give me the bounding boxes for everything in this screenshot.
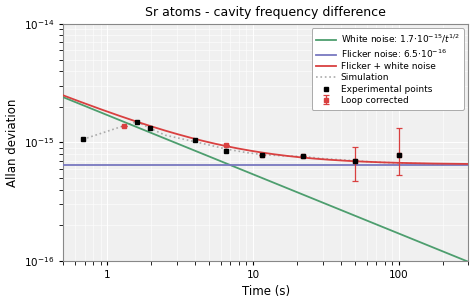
Flicker + white noise [331,158,337,162]
Simulation [121,124,127,128]
Flicker noise: $6.5{\cdot}10^{-16}$: (8.78, 6.5e-16): $6.5{\cdot}10^{-16}$: (8.78, 6.5e-16) [242,163,247,166]
Flicker + white noise [470,162,474,166]
Experimental points [192,138,198,142]
Flicker noise: $6.5{\cdot}10^{-16}$: (63.2, 6.5e-16): $6.5{\cdot}10^{-16}$: (63.2, 6.5e-16) [367,163,373,166]
Simulation [320,157,326,161]
White noise: $1.7{\cdot}10^{-15}/t^{1/2}$: (1.44, 1.42e-15): $1.7{\cdot}10^{-15}/t^{1/2}$: (1.44, 1.4… [128,123,133,126]
Simulation [422,162,428,166]
Flicker noise: $6.5{\cdot}10^{-16}$: (2.43, 6.5e-16): $6.5{\cdot}10^{-16}$: (2.43, 6.5e-16) [161,163,166,166]
Simulation [259,153,265,156]
Title: Sr atoms - cavity frequency difference: Sr atoms - cavity frequency difference [146,5,386,19]
Simulation [280,154,286,158]
Simulation [80,137,86,141]
White noise: $1.7{\cdot}10^{-15}/t^{1/2}$: (63.2, 2.14e-16): $1.7{\cdot}10^{-15}/t^{1/2}$: (63.2, 2.1… [367,220,373,223]
White noise: $1.7{\cdot}10^{-15}/t^{1/2}$: (0.45, 2.53e-15): $1.7{\cdot}10^{-15}/t^{1/2}$: (0.45, 2.5… [54,93,60,96]
White noise: $1.7{\cdot}10^{-15}/t^{1/2}$: (2.43, 1.09e-15): $1.7{\cdot}10^{-15}/t^{1/2}$: (2.43, 1.0… [161,136,166,140]
Experimental points [80,137,86,141]
X-axis label: Time (s): Time (s) [242,285,290,299]
Simulation [374,161,379,164]
Experimental points [146,126,152,130]
Line: White noise: $1.7{\cdot}10^{-15}/t^{1/2}$: White noise: $1.7{\cdot}10^{-15}/t^{1/2}… [57,95,473,264]
Experimental points [259,153,265,156]
Simulation [223,147,228,151]
Simulation [146,126,152,130]
Simulation [300,155,306,158]
Simulation [352,159,358,163]
Line: Flicker + white noise: Flicker + white noise [57,93,473,164]
Simulation [206,143,212,147]
White noise: $1.7{\cdot}10^{-15}/t^{1/2}$: (36.1, 2.83e-16): $1.7{\cdot}10^{-15}/t^{1/2}$: (36.1, 2.8… [331,206,337,209]
Flicker + white noise [54,91,60,95]
Simulation [163,133,168,137]
Line: Simulation: Simulation [83,122,443,164]
Flicker + white noise [242,148,247,151]
Simulation [244,151,249,154]
Flicker + white noise [161,128,166,132]
Flicker noise: $6.5{\cdot}10^{-16}$: (21.6, 6.5e-16): $6.5{\cdot}10^{-16}$: (21.6, 6.5e-16) [299,163,305,166]
Experimental points [134,120,140,123]
Simulation [134,120,140,123]
Experimental points [300,155,306,158]
Flicker noise: $6.5{\cdot}10^{-16}$: (320, 6.5e-16): $6.5{\cdot}10^{-16}$: (320, 6.5e-16) [470,163,474,166]
Y-axis label: Allan deviation: Allan deviation [6,98,18,187]
White noise: $1.7{\cdot}10^{-15}/t^{1/2}$: (320, 9.5e-17): $1.7{\cdot}10^{-15}/t^{1/2}$: (320, 9.5e… [470,262,474,265]
Simulation [396,161,402,165]
Legend: White noise: $1.7{\cdot}10^{-15}/t^{1/2}$, Flicker noise: $6.5{\cdot}10^{-16}$, : White noise: $1.7{\cdot}10^{-15}/t^{1/2}… [311,28,464,109]
Flicker + white noise [128,118,133,121]
Flicker + white noise [299,156,305,159]
Flicker noise: $6.5{\cdot}10^{-16}$: (1.44, 6.5e-16): $6.5{\cdot}10^{-16}$: (1.44, 6.5e-16) [128,163,133,166]
Simulation [184,138,190,142]
White noise: $1.7{\cdot}10^{-15}/t^{1/2}$: (21.6, 3.66e-16): $1.7{\cdot}10^{-15}/t^{1/2}$: (21.6, 3.6… [299,192,305,196]
Line: Experimental points: Experimental points [81,119,401,164]
Experimental points [396,153,402,157]
White noise: $1.7{\cdot}10^{-15}/t^{1/2}$: (8.78, 5.74e-16): $1.7{\cdot}10^{-15}/t^{1/2}$: (8.78, 5.7… [242,169,247,173]
Flicker noise: $6.5{\cdot}10^{-16}$: (0.45, 6.5e-16): $6.5{\cdot}10^{-16}$: (0.45, 6.5e-16) [54,163,60,166]
Experimental points [223,149,228,153]
Flicker + white noise [367,160,373,164]
Simulation [440,163,446,166]
Flicker noise: $6.5{\cdot}10^{-16}$: (36.1, 6.5e-16): $6.5{\cdot}10^{-16}$: (36.1, 6.5e-16) [331,163,337,166]
Experimental points [352,160,358,163]
